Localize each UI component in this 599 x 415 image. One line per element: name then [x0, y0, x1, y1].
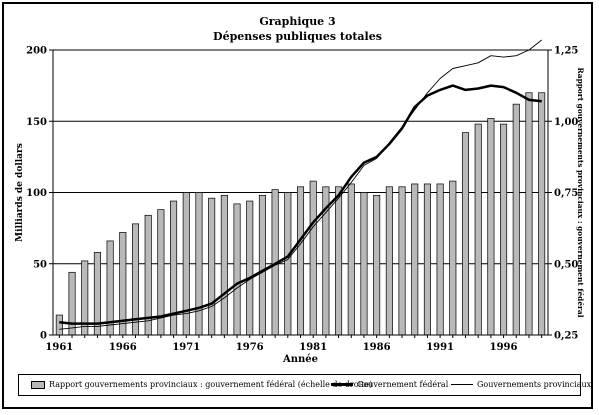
bar — [220, 195, 228, 336]
x-axis-title: Année — [282, 354, 318, 365]
x-tick-label: 1976 — [236, 342, 264, 353]
y-right-tick-label: 0,25 — [554, 331, 578, 342]
y-left-tick-label: 50 — [33, 259, 47, 270]
legend-label-federal: Gouvernement fédéral — [357, 380, 449, 389]
bar — [309, 180, 317, 336]
bar — [258, 195, 266, 336]
x-tick-label: 1981 — [299, 342, 327, 353]
legend-label-ratio: Rapport gouvernements provinciaux : gouv… — [49, 380, 373, 389]
bar — [347, 183, 355, 336]
bar — [335, 186, 343, 336]
x-tick-label: 1966 — [109, 342, 137, 353]
bar — [411, 183, 419, 336]
x-tick-label: 1986 — [363, 342, 391, 353]
legend-bar-swatch — [31, 380, 45, 389]
y-left-tick-label: 0 — [40, 331, 47, 342]
bar — [461, 132, 470, 336]
provincial-line — [59, 39, 542, 330]
legend-item-provincial: Gouvernements provinciaux — [451, 380, 591, 389]
federal-line — [59, 84, 542, 325]
bar — [373, 195, 381, 336]
bar — [233, 203, 241, 336]
y-right-tick-label: 0,75 — [554, 188, 578, 199]
bar — [208, 197, 216, 336]
x-tick-label: 1961 — [45, 342, 73, 353]
x-tick-label: 1996 — [490, 342, 518, 353]
legend-thin-line-swatch — [451, 384, 473, 385]
y-left-tick-label: 200 — [26, 46, 47, 57]
y-right-tick-label: 0,50 — [554, 259, 578, 270]
chart-subtitle: Dépenses publiques totales — [213, 30, 382, 43]
bar — [512, 103, 520, 336]
bar — [55, 314, 63, 336]
bar — [296, 186, 305, 336]
bar — [423, 183, 431, 336]
chart-title: Graphique 3 — [259, 15, 336, 28]
bar — [68, 271, 76, 336]
bar — [487, 118, 495, 336]
title-block: Graphique 3 Dépenses publiques totales — [0, 14, 595, 44]
legend-thick-line-swatch — [331, 383, 353, 386]
y-left-axis-title: Milliards de dollars — [15, 143, 25, 242]
bar — [385, 186, 393, 336]
bar — [195, 192, 203, 336]
legend-item-federal: Gouvernement fédéral — [331, 380, 448, 389]
bar — [500, 123, 508, 336]
legend-item-ratio: Rapport gouvernements provinciaux : gouv… — [31, 380, 372, 389]
y-left-tick-label: 100 — [26, 188, 47, 199]
y-right-tick-label: 1,00 — [554, 117, 578, 128]
bar — [474, 123, 482, 336]
bar — [436, 183, 444, 336]
legend-label-provincial: Gouvernements provinciaux — [477, 380, 592, 389]
y-left-tick-label: 150 — [26, 117, 47, 128]
bar — [398, 186, 406, 336]
legend: Rapport gouvernements provinciaux : gouv… — [18, 374, 591, 396]
x-tick-label: 1971 — [172, 342, 200, 353]
bar — [449, 180, 457, 336]
bar — [284, 192, 292, 336]
y-right-axis-title: Rapport gouvernements provinciaux : gouv… — [576, 68, 585, 318]
bar — [246, 200, 254, 336]
bar — [538, 92, 546, 336]
bar — [360, 192, 368, 336]
y-right-tick-label: 1,25 — [554, 46, 578, 57]
bar — [525, 92, 533, 336]
x-tick-label: 1991 — [426, 342, 454, 353]
